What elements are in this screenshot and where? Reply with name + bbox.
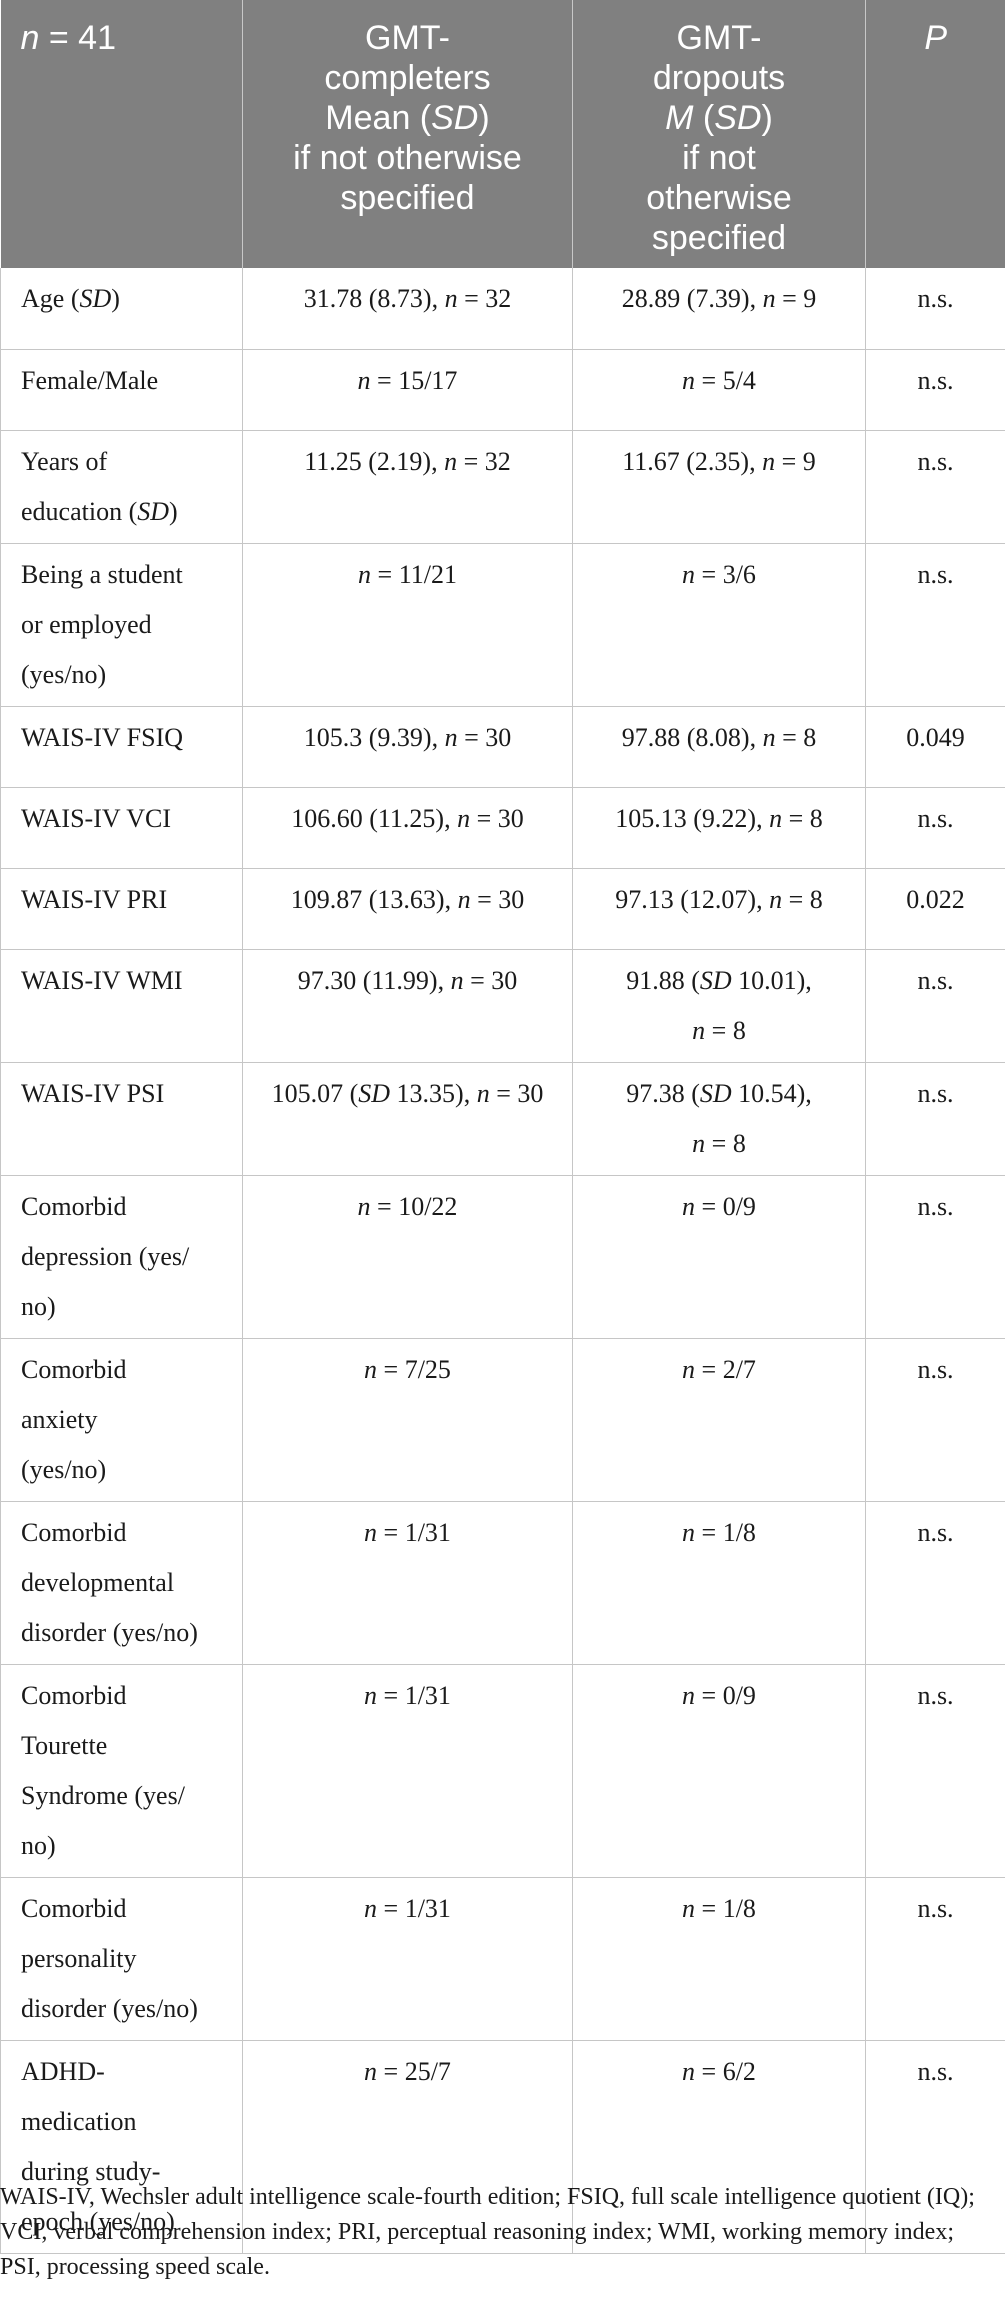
cell-p-value: n.s. <box>865 349 1005 431</box>
cell-dropouts: 28.89 (7.39), n = 9 <box>572 268 866 350</box>
table-row: Years of education (SD) 11.25 (2.19), n = … <box>0 430 1005 544</box>
cell-completers: 109.87 (13.63), n = 30 <box>242 868 573 950</box>
cell-variable: Comorbid developmental disorder (yes/no) <box>0 1501 243 1665</box>
cell-variable: Being a student or employed (yes/no) <box>0 543 243 707</box>
cell-completers: n = 25/7 <box>242 2040 573 2254</box>
cell-p-value: n.s. <box>865 1877 1005 2041</box>
cell-p-value: 0.049 <box>865 706 1005 788</box>
cell-variable: WAIS-IV PRI <box>0 868 243 950</box>
cell-completers: n = 10/22 <box>242 1175 573 1339</box>
cell-variable: Years of education (SD) <box>0 430 243 544</box>
cell-variable: WAIS-IV WMI <box>0 949 243 1063</box>
table-header: n = 41 GMT-completers Mean (SD) if not oth… <box>0 0 1005 268</box>
table-footnote: WAIS-IV, Wechsler adult intelligence sca… <box>0 2184 975 2280</box>
table-row: Comorbid developmental disorder (yes/no) n … <box>0 1501 1005 1665</box>
cell-variable: ADHD-medication during study-epoch (yes/n… <box>0 2040 243 2254</box>
cell-dropouts: n = 5/4 <box>572 349 866 431</box>
cell-p-value: n.s. <box>865 1062 1005 1176</box>
table-row: Comorbid personality disorder (yes/no) n = … <box>0 1877 1005 2041</box>
table-row: Female/Male n = 15/17 n = 5/4 n.s. <box>0 349 1005 431</box>
cell-dropouts: n = 0/9 <box>572 1664 866 1878</box>
cell-variable: WAIS-IV PSI <box>0 1062 243 1176</box>
cell-completers: n = 1/31 <box>242 1501 573 1665</box>
cell-p-value: n.s. <box>865 1175 1005 1339</box>
cell-completers: 97.30 (11.99), n = 30 <box>242 949 573 1063</box>
cell-dropouts: n = 0/9 <box>572 1175 866 1339</box>
cell-variable: WAIS-IV FSIQ <box>0 706 243 788</box>
cell-variable: Comorbid depression (yes/no) <box>0 1175 243 1339</box>
cell-dropouts: n = 1/8 <box>572 1501 866 1665</box>
header-cell-sample: n = 41 <box>0 0 243 268</box>
cell-variable: Comorbid anxiety (yes/no) <box>0 1338 243 1502</box>
table-row: Comorbid Tourette Syndrome (yes/no) n = 1/3… <box>0 1664 1005 1878</box>
table-row: WAIS-IV FSIQ 105.3 (9.39), n = 30 97.88 (8… <box>0 706 1005 788</box>
cell-variable: WAIS-IV VCI <box>0 787 243 869</box>
table-row: WAIS-IV WMI 97.30 (11.99), n = 30 91.88 (S… <box>0 949 1005 1063</box>
cell-completers: n = 15/17 <box>242 349 573 431</box>
cell-p-value: 0.022 <box>865 868 1005 950</box>
table-row: WAIS-IV PSI 105.07 (SD 13.35), n = 30 97.3… <box>0 1062 1005 1176</box>
table-row: Comorbid anxiety (yes/no) n = 7/25 n = 2/7 n.… <box>0 1338 1005 1502</box>
cell-dropouts: n = 6/2 <box>572 2040 866 2254</box>
table-row: WAIS-IV VCI 106.60 (11.25), n = 30 105.13 … <box>0 787 1005 869</box>
cell-p-value: n.s. <box>865 2040 1005 2254</box>
cell-completers: 106.60 (11.25), n = 30 <box>242 787 573 869</box>
header-cell-completers: GMT-completers Mean (SD) if not otherwise s… <box>242 0 573 268</box>
cell-completers: 11.25 (2.19), n = 32 <box>242 430 573 544</box>
cell-p-value: n.s. <box>865 1664 1005 1878</box>
header-cell-p-value: P <box>865 0 1005 268</box>
cell-dropouts: 97.38 (SD 10.54), n = 8 <box>572 1062 866 1176</box>
table-row: WAIS-IV PRI 109.87 (13.63), n = 30 97.13 (… <box>0 868 1005 950</box>
cell-completers: 105.07 (SD 13.35), n = 30 <box>242 1062 573 1176</box>
cell-dropouts: 11.67 (2.35), n = 9 <box>572 430 866 544</box>
cell-dropouts: 97.88 (8.08), n = 8 <box>572 706 866 788</box>
cell-completers: 105.3 (9.39), n = 30 <box>242 706 573 788</box>
header-row: n = 41 GMT-completers Mean (SD) if not oth… <box>0 0 1005 268</box>
cell-completers: n = 7/25 <box>242 1338 573 1502</box>
header-cell-dropouts: GMT-dropouts M (SD) if not otherwise specifi… <box>572 0 866 268</box>
cell-variable: Female/Male <box>0 349 243 431</box>
cell-dropouts: n = 1/8 <box>572 1877 866 2041</box>
cell-p-value: n.s. <box>865 787 1005 869</box>
table-row: Being a student or employed (yes/no) n = 11… <box>0 543 1005 707</box>
cell-dropouts: 91.88 (SD 10.01), n = 8 <box>572 949 866 1063</box>
cell-p-value: n.s. <box>865 543 1005 707</box>
cell-dropouts: 97.13 (12.07), n = 8 <box>572 868 866 950</box>
cell-p-value: n.s. <box>865 1501 1005 1665</box>
cell-dropouts: n = 3/6 <box>572 543 866 707</box>
cell-variable: Comorbid personality disorder (yes/no) <box>0 1877 243 2041</box>
cell-dropouts: 105.13 (9.22), n = 8 <box>572 787 866 869</box>
cell-p-value: n.s. <box>865 1338 1005 1502</box>
table-row: Comorbid depression (yes/no) n = 10/22 n = … <box>0 1175 1005 1339</box>
cell-variable: Comorbid Tourette Syndrome (yes/no) <box>0 1664 243 1878</box>
table-row: ADHD-medication during study-epoch (yes/n… <box>0 2040 1005 2254</box>
cell-p-value: n.s. <box>865 268 1005 350</box>
cell-completers: 31.78 (8.73), n = 32 <box>242 268 573 350</box>
cell-variable: Age (SD) <box>0 268 243 350</box>
cell-completers: n = 11/21 <box>242 543 573 707</box>
cell-completers: n = 1/31 <box>242 1664 573 1878</box>
cell-p-value: n.s. <box>865 949 1005 1063</box>
cell-completers: n = 1/31 <box>242 1877 573 2041</box>
cell-p-value: n.s. <box>865 430 1005 544</box>
table-row: Age (SD) 31.78 (8.73), n = 32 28.89 (7.39)… <box>0 268 1005 350</box>
cell-dropouts: n = 2/7 <box>572 1338 866 1502</box>
table-body: Age (SD) 31.78 (8.73), n = 32 28.89 (7.39)… <box>0 268 1005 2254</box>
